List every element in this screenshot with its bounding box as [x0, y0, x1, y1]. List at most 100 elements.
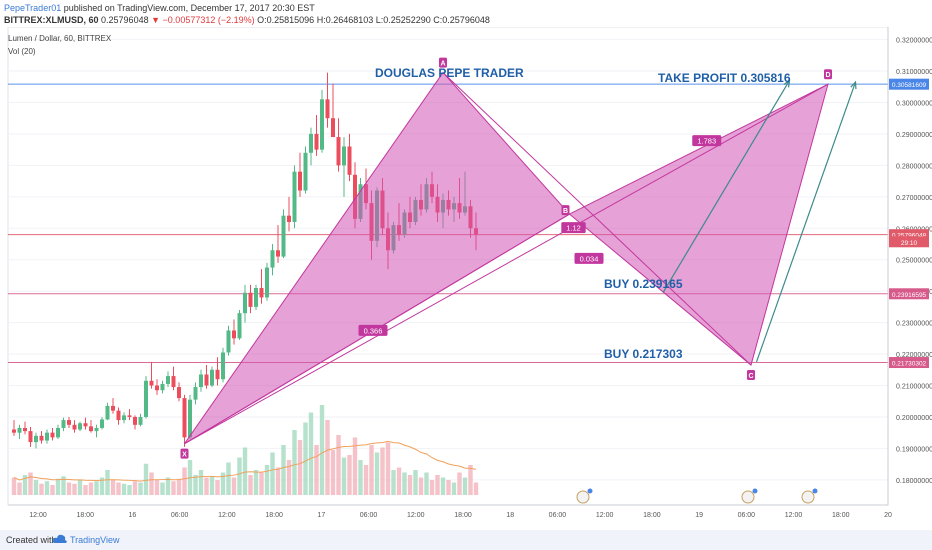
- candle-body: [94, 427, 99, 432]
- volume-bar: [281, 445, 286, 495]
- candle-body: [122, 415, 126, 421]
- y-tick-label: 0.31000000: [896, 69, 932, 76]
- publish-header: PepeTrader01 published on TradingView.co…: [0, 0, 932, 26]
- point-label-d: D: [824, 69, 832, 80]
- candle-body: [67, 420, 71, 425]
- candle-body: [111, 405, 115, 411]
- event-icon[interactable]: [741, 488, 758, 504]
- chart-area[interactable]: X A B C D 0.366 0.034 1.783 1.12 0.32000000 0.310…: [0, 26, 932, 525]
- volume-bar: [116, 482, 121, 495]
- candle-body: [50, 432, 55, 438]
- volume-bar: [127, 485, 132, 495]
- candle-body: [210, 369, 214, 386]
- symbol-label: BITTREX:XLMUSD, 60: [4, 15, 99, 25]
- candle-body: [116, 410, 121, 421]
- x-tick-label: 17: [317, 512, 325, 519]
- volume-bar: [385, 442, 391, 495]
- ratio-label: 0.366: [358, 324, 388, 336]
- candle-body: [199, 374, 203, 388]
- candle-body: [12, 429, 16, 433]
- candle-body: [166, 376, 170, 384]
- price-tag-text: 29:10: [901, 240, 918, 247]
- candle-body: [72, 424, 77, 430]
- ratio-label: 1.783: [692, 135, 722, 147]
- candle-body: [28, 431, 33, 443]
- candle-body: [331, 118, 335, 138]
- volume-bar: [182, 467, 187, 495]
- volume-bar: [369, 445, 374, 495]
- point-label-b: B: [561, 205, 570, 216]
- candle-body: [182, 398, 187, 438]
- volume-bar: [171, 481, 176, 495]
- event-icon[interactable]: [576, 488, 593, 504]
- tradingview-cloud-icon: [52, 534, 67, 543]
- arrow-from-buy1: [662, 80, 791, 294]
- volume-bar: [83, 485, 88, 495]
- x-tick-label: 12:00: [785, 512, 803, 519]
- candle-body: [226, 330, 231, 353]
- point-letter: B: [563, 208, 568, 215]
- volume-bar: [270, 452, 275, 495]
- y-tick-label: 0.32000000: [896, 38, 932, 45]
- volume-bar: [28, 472, 33, 495]
- event-circle: [801, 490, 815, 504]
- volume-bar: [143, 463, 149, 495]
- volume-bar: [55, 478, 61, 495]
- volume-bar: [231, 477, 237, 495]
- volume-bar: [11, 477, 17, 495]
- candle-body: [243, 292, 247, 314]
- x-tick-label: 18:00: [643, 512, 661, 519]
- candle-body: [193, 387, 198, 400]
- author-link[interactable]: PepeTrader01: [4, 3, 62, 13]
- volume-bar: [374, 452, 380, 495]
- candle-body: [298, 171, 302, 191]
- volume-bar: [347, 455, 352, 495]
- volume-bar: [215, 480, 220, 495]
- volume-bar: [132, 481, 138, 495]
- tradingview-link[interactable]: TradingView: [70, 535, 120, 545]
- candle-body: [314, 133, 319, 150]
- candle-body: [320, 99, 324, 150]
- x-tick-label: 19: [695, 512, 703, 519]
- price-tag-box: [889, 288, 929, 300]
- ratio-value: 1.12: [566, 224, 581, 233]
- price-chart[interactable]: X A B C D 0.366 0.034 1.783 1.12 0.32000000 0.310…: [0, 26, 932, 525]
- event-badge: [587, 488, 593, 494]
- volume-bar: [286, 460, 292, 495]
- x-tick-label: 12:00: [596, 512, 614, 519]
- price-tag: 0.21730302: [889, 357, 929, 369]
- candle-body: [342, 146, 346, 166]
- y-tick-label: 0.30000000: [896, 100, 932, 107]
- created-with-text: Created with: [6, 535, 57, 545]
- y-tick-label: 0.22000000: [896, 352, 932, 359]
- published-text: published on TradingView.com, December 1…: [63, 3, 315, 13]
- y-tick-label: 0.21000000: [896, 384, 932, 391]
- price-tag: 0.25796048: [889, 229, 929, 241]
- candle-body: [287, 215, 291, 222]
- point-label-x: X: [180, 448, 189, 459]
- volume-ma-line: [13, 440, 477, 482]
- ratio-box: [574, 252, 604, 264]
- change-value: −0.00577312 (−2.19%): [162, 15, 255, 25]
- price-tag-box: [889, 78, 929, 90]
- volume-bar: [341, 457, 347, 495]
- event-icon[interactable]: [801, 488, 818, 504]
- volume-bar: [253, 470, 259, 495]
- candle-body: [78, 423, 82, 430]
- volume-bar: [138, 482, 143, 495]
- point-letter: C: [748, 373, 753, 380]
- candle-body: [100, 419, 104, 428]
- volume-bar: [33, 480, 39, 495]
- candle-body: [292, 171, 297, 222]
- volume-bar: [336, 435, 341, 495]
- point-marker: [180, 448, 189, 459]
- volume-bar: [391, 470, 396, 495]
- volume-bar: [468, 465, 473, 495]
- ohlc-values: O:0.25815096 H:0.26468103 L:0.25252290 C…: [257, 15, 490, 25]
- candle-body: [177, 387, 181, 399]
- volume-bar: [402, 472, 407, 495]
- footer: Created with TradingView: [0, 530, 932, 550]
- volume-bar: [50, 485, 55, 495]
- y-tick-label: 0.20000000: [896, 415, 932, 422]
- ratio-box: [692, 135, 722, 147]
